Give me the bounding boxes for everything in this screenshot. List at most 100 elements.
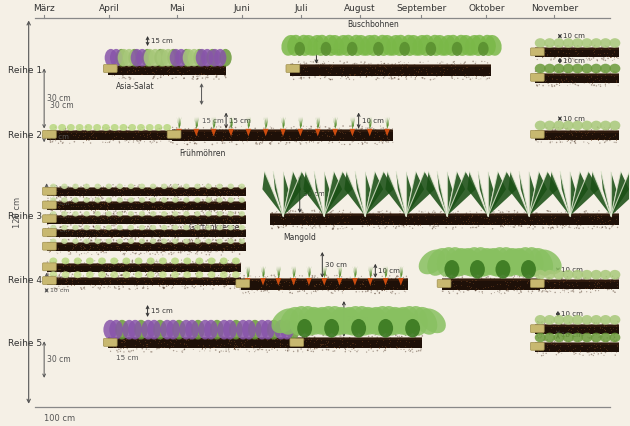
Point	[572, 82, 582, 89]
Point	[187, 128, 197, 135]
Point	[69, 272, 79, 279]
Ellipse shape	[438, 35, 455, 56]
Point	[599, 352, 609, 359]
Point	[220, 72, 230, 79]
Point	[78, 206, 88, 213]
Point	[611, 78, 621, 85]
Point	[531, 68, 541, 75]
Point	[133, 58, 143, 65]
Point	[559, 320, 570, 327]
Point	[614, 125, 624, 132]
Point	[318, 287, 328, 294]
Point	[602, 338, 612, 345]
Point	[589, 214, 599, 221]
Point	[567, 78, 577, 84]
Point	[97, 185, 107, 192]
Point	[367, 73, 377, 80]
Ellipse shape	[600, 64, 611, 73]
Point	[368, 276, 378, 283]
Point	[49, 193, 59, 200]
Point	[206, 198, 216, 205]
Polygon shape	[387, 117, 389, 129]
Point	[348, 138, 358, 144]
Point	[85, 260, 95, 267]
Point	[192, 223, 202, 230]
Point	[312, 127, 322, 134]
Point	[170, 333, 180, 340]
Point	[558, 278, 568, 285]
Point	[582, 349, 592, 356]
Point	[464, 74, 474, 81]
Point	[307, 212, 317, 219]
Point	[178, 224, 188, 231]
Point	[575, 351, 585, 357]
Ellipse shape	[544, 38, 555, 48]
Point	[501, 279, 512, 285]
Point	[315, 123, 325, 130]
Point	[161, 210, 171, 217]
Point	[211, 62, 221, 69]
Point	[220, 282, 231, 289]
Ellipse shape	[205, 184, 212, 189]
Point	[185, 206, 195, 213]
Point	[219, 334, 229, 340]
Point	[322, 131, 332, 138]
Point	[297, 207, 307, 214]
Point	[440, 273, 450, 279]
Point	[321, 346, 331, 353]
FancyBboxPatch shape	[42, 228, 56, 236]
Point	[210, 71, 220, 78]
Point	[174, 69, 184, 75]
Point	[192, 260, 202, 267]
Ellipse shape	[361, 307, 384, 335]
Point	[69, 266, 79, 273]
Point	[571, 225, 581, 231]
Point	[384, 135, 394, 142]
Point	[176, 183, 186, 190]
Point	[323, 274, 333, 281]
Point	[175, 62, 185, 69]
Point	[191, 131, 201, 138]
Point	[316, 342, 326, 348]
Point	[81, 194, 91, 201]
Point	[92, 261, 102, 268]
Point	[605, 210, 616, 216]
Point	[510, 272, 520, 279]
Point	[534, 287, 544, 294]
Point	[75, 233, 85, 240]
Bar	[295, 337, 423, 340]
Point	[307, 273, 318, 280]
Point	[398, 274, 408, 281]
Point	[281, 223, 291, 230]
Point	[275, 342, 285, 349]
Point	[544, 208, 554, 215]
Point	[132, 282, 142, 289]
Point	[577, 342, 587, 349]
Point	[60, 285, 70, 291]
Ellipse shape	[563, 64, 574, 73]
Point	[303, 282, 313, 288]
Point	[224, 223, 234, 230]
Polygon shape	[332, 129, 338, 136]
Polygon shape	[246, 117, 248, 129]
Point	[170, 212, 180, 219]
Point	[54, 203, 64, 210]
Point	[256, 343, 266, 349]
Point	[235, 285, 245, 292]
Point	[538, 220, 548, 227]
Point	[70, 259, 80, 266]
Point	[561, 126, 571, 132]
Point	[207, 184, 217, 190]
Point	[285, 337, 295, 343]
Point	[270, 127, 280, 134]
Ellipse shape	[206, 49, 219, 66]
Point	[598, 284, 609, 291]
Point	[144, 207, 154, 213]
Point	[553, 47, 563, 54]
Point	[225, 224, 235, 230]
Point	[125, 222, 135, 229]
FancyBboxPatch shape	[290, 339, 304, 346]
Point	[103, 201, 113, 208]
Polygon shape	[306, 278, 312, 285]
Point	[102, 125, 112, 132]
